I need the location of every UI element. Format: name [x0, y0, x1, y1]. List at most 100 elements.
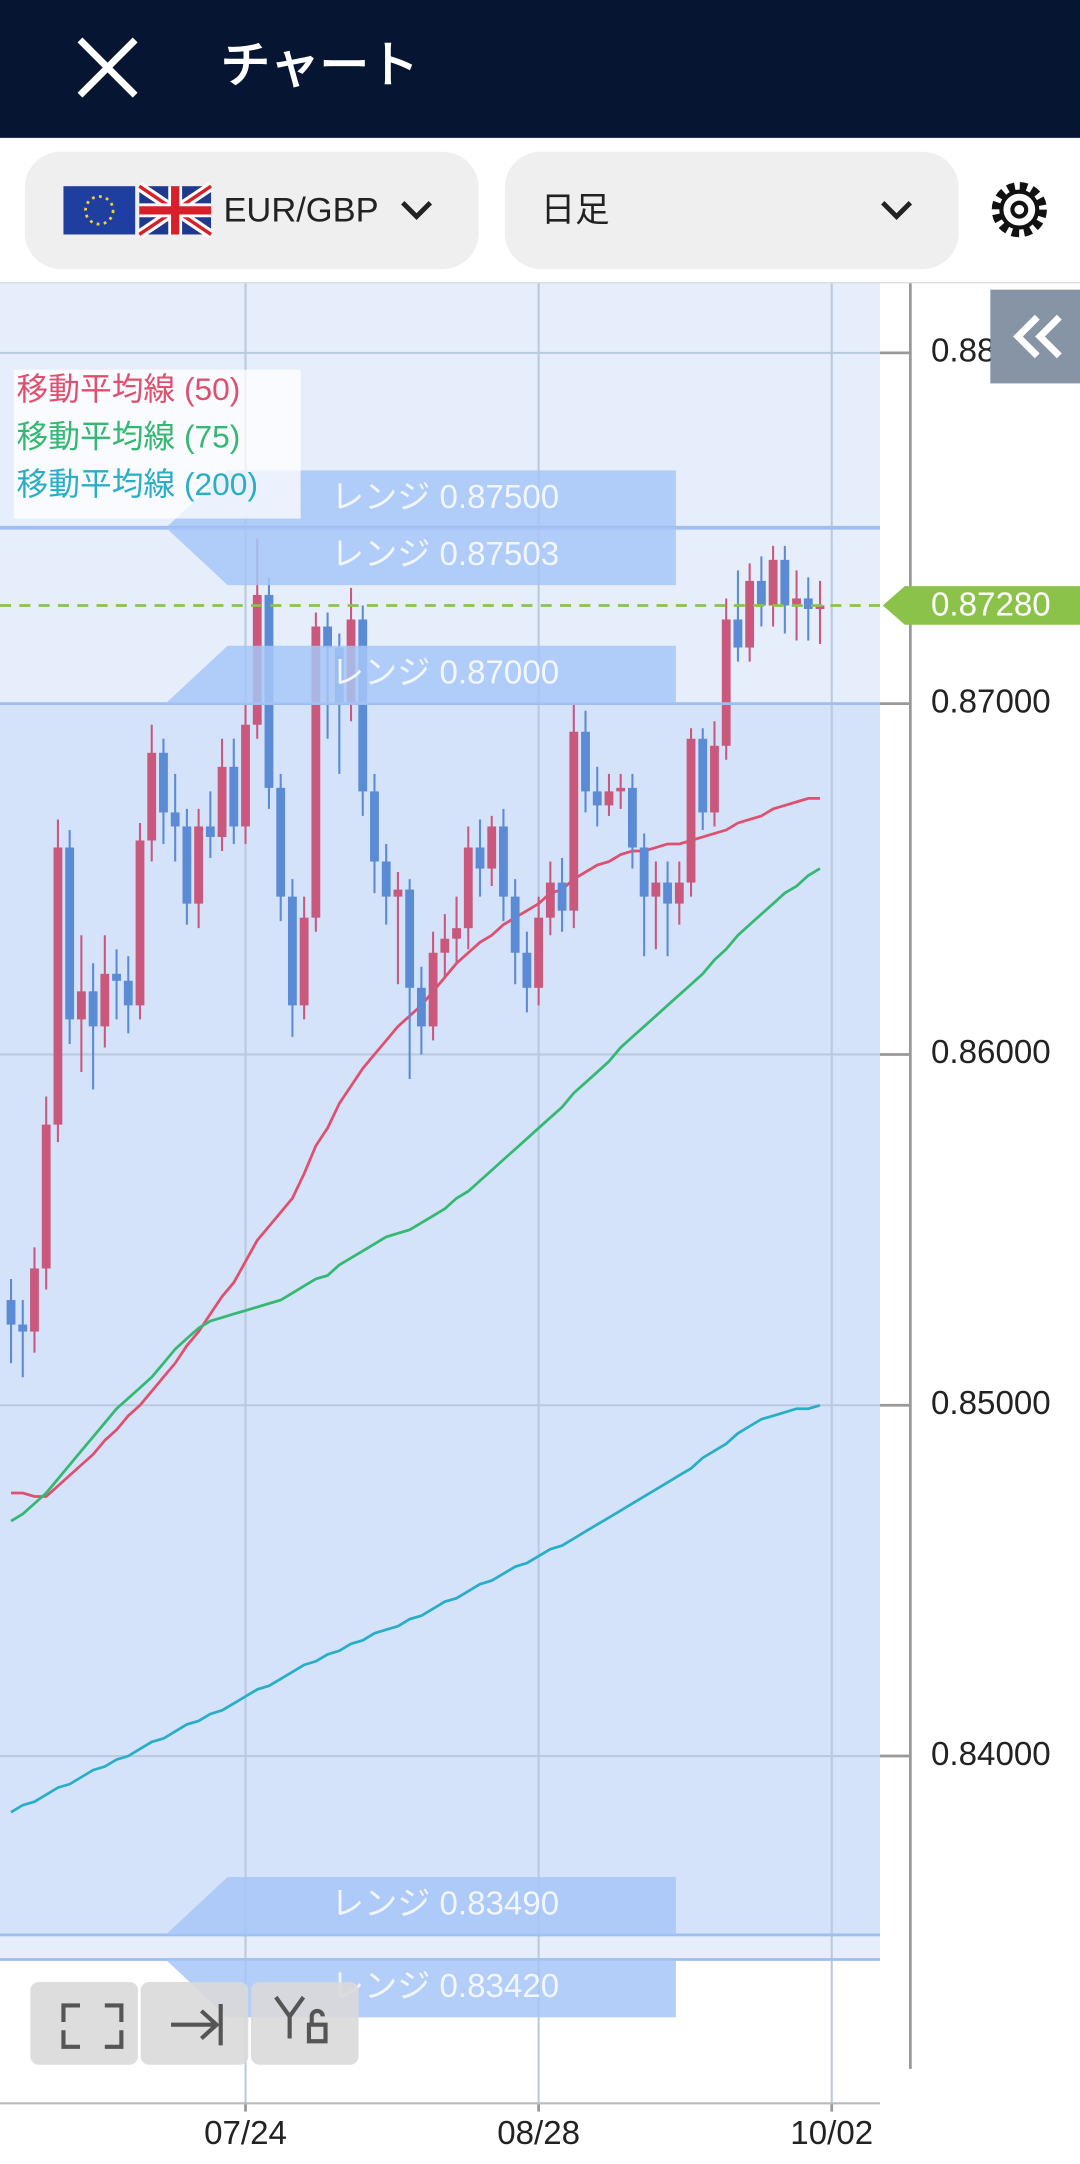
candle-body	[487, 826, 497, 869]
candle-body	[76, 991, 86, 1020]
y-tick-label: 0.87000	[931, 683, 1051, 720]
collapse-button[interactable]	[990, 289, 1080, 384]
gear-body	[999, 189, 1040, 230]
legend-entry: 移動平均線 (50)	[17, 371, 241, 407]
candle-body	[698, 738, 708, 813]
candle-body	[170, 812, 180, 827]
candle-body	[217, 766, 227, 837]
current-price-tag	[882, 586, 1080, 625]
candle-body	[522, 952, 532, 988]
x-tick-label: 08/28	[497, 2115, 580, 2152]
header-title: チャート	[221, 37, 419, 93]
candle-body	[651, 882, 661, 897]
y-tick-label: 0.86000	[931, 1034, 1051, 1071]
ma-line	[11, 797, 820, 1498]
candle-body	[276, 787, 286, 897]
candle-body	[768, 559, 778, 606]
range-tag	[165, 1877, 676, 1935]
candle-body	[815, 605, 825, 609]
candle-body	[205, 826, 215, 837]
candle-body	[311, 626, 321, 918]
candle-body	[381, 861, 391, 897]
range-tag	[165, 527, 676, 586]
pill	[24, 151, 479, 269]
candle-body	[182, 826, 192, 904]
timeframe-selector[interactable]: 日足	[504, 151, 959, 269]
range-zone	[0, 703, 880, 1935]
candle-body	[405, 889, 415, 988]
chevron	[401, 201, 433, 220]
candle-body	[475, 847, 485, 869]
plot-area: 0.840000.850000.860000.870000.8800007/24…	[0, 282, 1080, 2152]
candle-body	[510, 896, 520, 953]
candle-body	[569, 731, 579, 911]
range-tag	[165, 645, 676, 704]
x-tick-label: 10/02	[790, 2115, 873, 2152]
candle-body	[135, 840, 145, 1006]
x-tick-label: 07/24	[204, 2115, 287, 2152]
pair-selector[interactable]: EUR/GBP	[24, 151, 479, 269]
candle-body	[452, 928, 461, 939]
candle-body	[100, 973, 110, 1027]
close-button[interactable]	[77, 37, 138, 98]
chevron	[881, 201, 913, 220]
candle-body	[416, 987, 426, 1027]
range-label: レンジ 0.83490	[331, 1886, 559, 1923]
pair-label: EUR/GBP	[223, 192, 378, 230]
candle-body	[604, 791, 614, 806]
candle-body	[756, 580, 766, 606]
gear-teeth	[991, 182, 1047, 238]
header-bar	[0, 0, 1080, 138]
candle-body	[440, 938, 450, 953]
candle-body	[721, 619, 731, 746]
candle-body	[65, 847, 75, 1020]
candle-body	[194, 826, 204, 904]
candle-body	[639, 847, 649, 897]
candle-body	[745, 580, 755, 648]
tool-button[interactable]	[30, 1981, 138, 2065]
candle-body	[88, 991, 98, 1027]
candle-body	[674, 882, 684, 904]
candle-body	[53, 847, 63, 1125]
candle-body	[30, 1268, 39, 1332]
candle-body	[299, 917, 309, 1006]
uk-flag-cross-red	[139, 186, 212, 235]
candle-body	[41, 1124, 51, 1269]
range-label: レンジ 0.87503	[331, 536, 559, 573]
eu-flag	[63, 186, 136, 235]
candle-body	[147, 752, 157, 841]
current-price-label: 0.87280	[931, 587, 1051, 624]
ma-line	[10, 867, 821, 1523]
legend-entry: 移動平均線 (200)	[17, 466, 258, 502]
y-tick-label: 0.84000	[931, 1736, 1051, 1773]
legend-entry: 移動平均線 (75)	[17, 419, 241, 455]
tool-button[interactable]	[140, 1981, 249, 2065]
tool-icon	[274, 1995, 328, 2044]
candle-body	[159, 752, 168, 813]
candle-body	[499, 826, 508, 897]
candle-body	[370, 791, 379, 862]
ma-line	[10, 1403, 821, 1814]
candle-body	[393, 889, 403, 897]
eu-stars	[84, 195, 115, 226]
candle-body	[616, 787, 626, 792]
range-zone	[0, 1934, 880, 1960]
legend-box	[13, 369, 301, 519]
candle-body	[686, 738, 696, 883]
range-label: レンジ 0.87000	[331, 654, 559, 691]
tool-button[interactable]	[251, 1981, 359, 2065]
candle-body	[581, 731, 590, 792]
pill	[504, 151, 959, 269]
candle-body	[241, 724, 250, 827]
tool-icon	[61, 2003, 124, 2049]
settings-button[interactable]	[991, 182, 1047, 238]
candle-body	[463, 847, 473, 929]
candle-body	[358, 619, 368, 792]
candle-body	[428, 952, 438, 1027]
collapse-icon	[1013, 314, 1062, 359]
candle-body	[18, 1324, 28, 1332]
candle-body	[534, 917, 544, 988]
candle-body	[323, 626, 332, 648]
